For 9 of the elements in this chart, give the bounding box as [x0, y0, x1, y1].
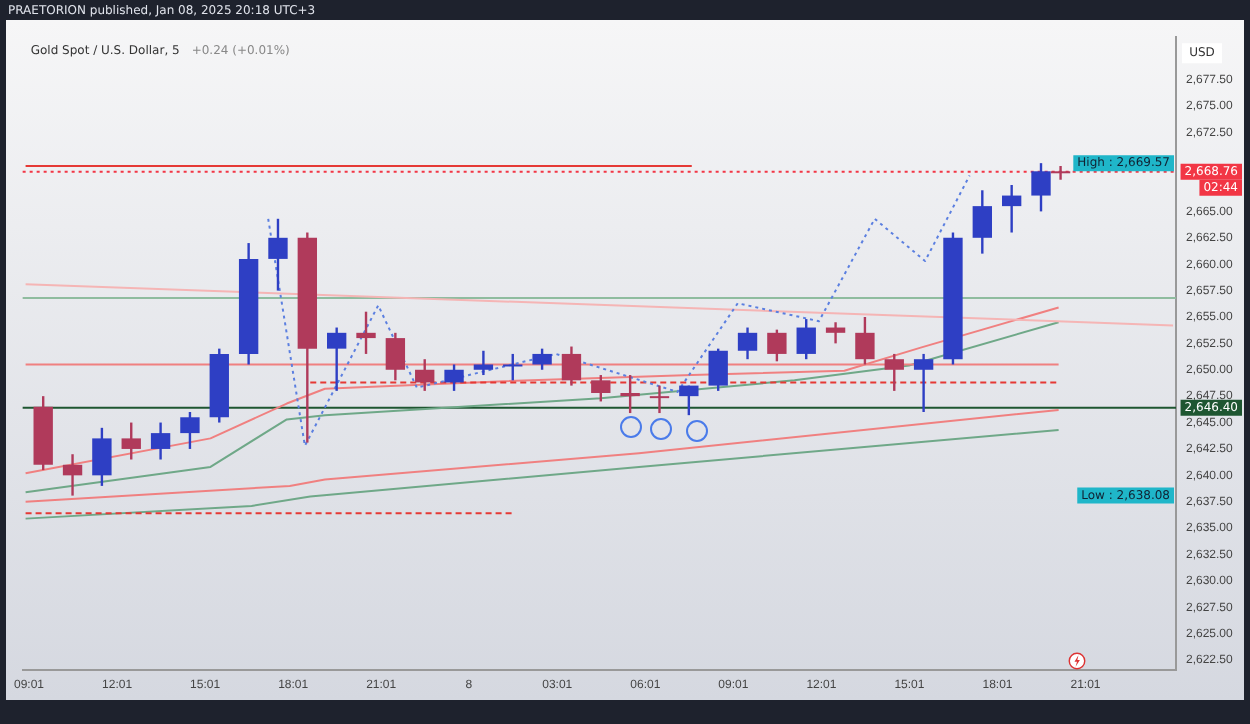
- candlestick: [913, 353, 934, 412]
- line-series: [267, 174, 971, 447]
- candlestick: [825, 322, 846, 344]
- candlestick: [649, 385, 670, 414]
- candlestick: [473, 350, 494, 376]
- candlestick: [62, 454, 83, 496]
- candlestick: [1050, 166, 1071, 180]
- candlestick: [326, 327, 347, 391]
- candlestick: [1001, 185, 1022, 233]
